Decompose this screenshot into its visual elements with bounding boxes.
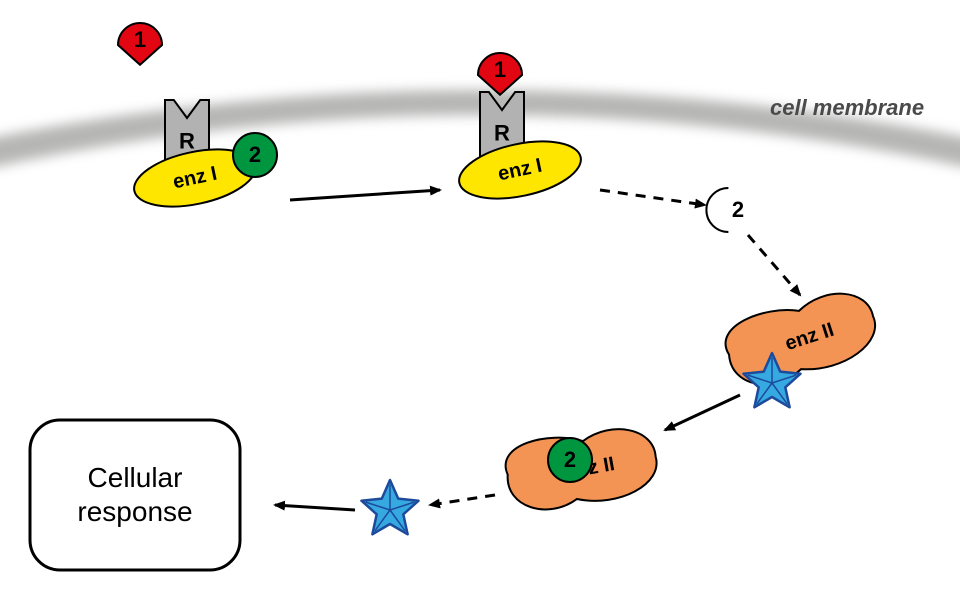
enz1-b: enz I xyxy=(454,132,586,209)
enz2-a: enz II xyxy=(719,281,884,395)
svg-text:R: R xyxy=(494,120,510,145)
arrow-a1 xyxy=(290,190,440,200)
second-messenger-d: 2 xyxy=(548,438,592,482)
arrow-a3 xyxy=(748,235,800,295)
cell-membrane-label: cell membrane xyxy=(770,95,924,120)
svg-text:1: 1 xyxy=(494,57,506,82)
cellular-response-line1: Cellular xyxy=(88,462,183,493)
product-star-b xyxy=(361,480,418,534)
diagram-canvas: cell membrane R enz I 2 1 R enz I 1 2 en… xyxy=(0,0,960,613)
svg-text:1: 1 xyxy=(134,27,146,52)
ligand-a: 1 xyxy=(118,23,162,65)
svg-text:2: 2 xyxy=(564,447,576,472)
second-messenger-released: 2 xyxy=(706,188,744,232)
arrow-a2 xyxy=(600,190,705,205)
second-messenger-a: 2 xyxy=(233,133,277,177)
cellular-response-box: Cellular response xyxy=(30,420,240,570)
svg-text:2: 2 xyxy=(732,197,744,222)
cellular-response-line2: response xyxy=(77,496,192,527)
arrow-a5 xyxy=(430,495,495,505)
svg-text:2: 2 xyxy=(249,142,261,167)
ligand-b: 1 xyxy=(478,53,522,95)
arrow-a4 xyxy=(665,395,740,430)
arrow-a6 xyxy=(275,505,355,510)
svg-text:R: R xyxy=(179,128,195,153)
